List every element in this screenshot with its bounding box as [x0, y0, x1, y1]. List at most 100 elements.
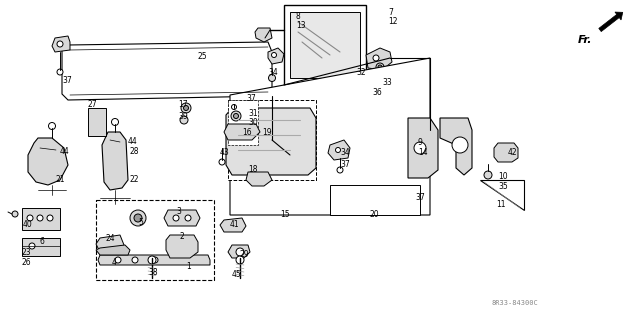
Polygon shape — [166, 235, 198, 258]
Circle shape — [414, 142, 426, 154]
Text: 35: 35 — [498, 182, 508, 191]
Circle shape — [231, 111, 241, 121]
Text: 27: 27 — [88, 100, 98, 109]
Text: 10: 10 — [498, 172, 508, 181]
Polygon shape — [494, 143, 518, 162]
Circle shape — [115, 257, 121, 263]
FancyArrow shape — [599, 12, 623, 32]
Circle shape — [29, 243, 35, 249]
Polygon shape — [226, 108, 316, 175]
Text: 14: 14 — [418, 148, 428, 157]
Polygon shape — [408, 118, 438, 178]
Text: 15: 15 — [280, 210, 290, 219]
Text: 38: 38 — [148, 268, 157, 277]
Polygon shape — [28, 138, 68, 185]
Text: 7: 7 — [388, 8, 393, 17]
Text: 3: 3 — [176, 207, 181, 216]
Text: 1: 1 — [186, 262, 191, 271]
Text: 11: 11 — [496, 200, 506, 209]
Text: 34: 34 — [340, 148, 349, 157]
Text: 37: 37 — [246, 94, 256, 103]
Polygon shape — [220, 218, 246, 232]
Circle shape — [47, 215, 53, 221]
Text: 13: 13 — [296, 21, 306, 30]
Text: 37: 37 — [415, 193, 425, 202]
Text: 16: 16 — [242, 128, 252, 137]
Circle shape — [378, 65, 382, 69]
Polygon shape — [366, 48, 392, 70]
Circle shape — [57, 69, 63, 75]
Bar — [228, 100, 258, 145]
Circle shape — [27, 215, 33, 221]
Text: 43: 43 — [220, 148, 230, 157]
Circle shape — [57, 41, 63, 47]
Polygon shape — [62, 42, 272, 100]
Circle shape — [232, 105, 237, 109]
Text: 2: 2 — [180, 232, 185, 241]
Polygon shape — [96, 235, 124, 252]
Circle shape — [134, 214, 142, 222]
Polygon shape — [228, 245, 250, 258]
Polygon shape — [52, 36, 70, 52]
Bar — [290, 12, 360, 78]
Text: 33: 33 — [382, 78, 392, 87]
Text: 17: 17 — [178, 100, 188, 109]
Circle shape — [111, 118, 118, 125]
Text: 21: 21 — [55, 175, 65, 184]
Text: 37: 37 — [340, 160, 349, 169]
Text: 6: 6 — [40, 237, 45, 246]
Bar — [22, 238, 60, 256]
Circle shape — [452, 137, 468, 153]
Circle shape — [132, 257, 138, 263]
Circle shape — [173, 215, 179, 221]
Text: 24: 24 — [106, 234, 116, 243]
Text: 8R33-84300C: 8R33-84300C — [492, 300, 539, 306]
Text: 26: 26 — [22, 258, 31, 267]
Bar — [96, 200, 214, 280]
Text: 5: 5 — [138, 218, 143, 227]
Circle shape — [269, 75, 275, 81]
Text: 42: 42 — [508, 148, 518, 157]
Circle shape — [49, 122, 56, 130]
Circle shape — [152, 257, 158, 263]
Text: 28: 28 — [130, 147, 140, 156]
Circle shape — [180, 116, 188, 124]
Polygon shape — [230, 58, 430, 215]
Text: 32: 32 — [356, 68, 365, 77]
Text: Fr.: Fr. — [578, 35, 593, 45]
Text: 44: 44 — [128, 137, 138, 146]
Circle shape — [219, 159, 225, 165]
Circle shape — [484, 171, 492, 179]
Text: 20: 20 — [370, 210, 380, 219]
Text: 39: 39 — [178, 112, 188, 121]
Circle shape — [185, 215, 191, 221]
Circle shape — [335, 147, 340, 152]
Bar — [88, 108, 106, 136]
Circle shape — [37, 215, 43, 221]
Polygon shape — [246, 172, 272, 186]
Text: 18: 18 — [248, 165, 257, 174]
Text: 23: 23 — [22, 248, 31, 257]
Text: 37: 37 — [62, 76, 72, 85]
Circle shape — [373, 55, 379, 61]
Polygon shape — [480, 180, 524, 210]
Text: 12: 12 — [388, 17, 397, 26]
Circle shape — [271, 53, 276, 57]
Circle shape — [236, 256, 244, 264]
Polygon shape — [102, 132, 128, 190]
Polygon shape — [268, 48, 284, 64]
Text: 31: 31 — [248, 109, 258, 118]
Polygon shape — [96, 245, 130, 255]
Circle shape — [337, 167, 343, 173]
Text: 4: 4 — [112, 258, 117, 267]
Text: 29: 29 — [240, 250, 250, 259]
Circle shape — [234, 114, 239, 118]
Polygon shape — [98, 255, 210, 265]
Bar — [330, 185, 420, 215]
Circle shape — [12, 211, 18, 217]
Text: 8: 8 — [296, 12, 301, 21]
Polygon shape — [164, 210, 200, 226]
Bar — [284, 5, 366, 85]
Polygon shape — [440, 118, 472, 175]
Text: 30: 30 — [248, 118, 258, 127]
